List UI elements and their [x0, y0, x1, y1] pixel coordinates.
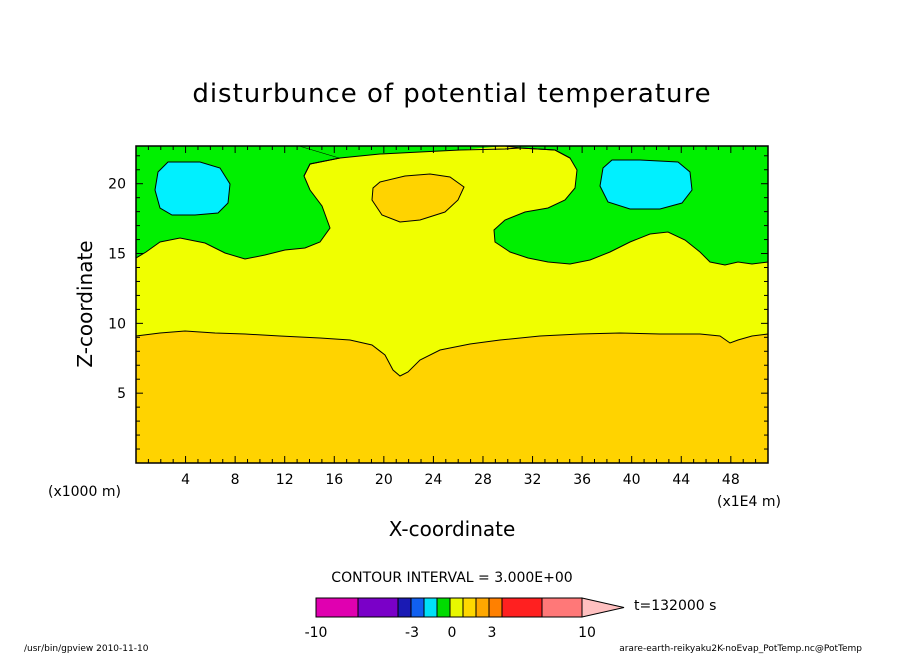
- colorbar-segment: [449, 597, 464, 618]
- colorbar-arrow: [581, 597, 625, 618]
- colorbar-tick-label: 10: [578, 625, 596, 641]
- colorbar-segment: [475, 597, 490, 618]
- x-tick-label: 28: [474, 472, 492, 488]
- colorbar-segment: [436, 597, 451, 618]
- y-axis-label: Z-coordinate: [73, 240, 97, 367]
- y-tick-label: 5: [117, 386, 126, 402]
- y-tick-marks: 5 10 15 20: [108, 155, 768, 450]
- cold-cell-left: [154, 161, 231, 216]
- region-upper-green-top: [300, 146, 505, 158]
- x-tick-label: 48: [722, 472, 740, 488]
- x-tick-label: 24: [424, 472, 442, 488]
- chart-title: disturbunce of potential temperature: [192, 79, 711, 109]
- colorbar-segment: [462, 597, 477, 618]
- x-tick-label: 4: [181, 472, 190, 488]
- plot-frame: [135, 145, 769, 464]
- y-tick-label: 20: [108, 177, 126, 193]
- time-label: t=132000 s: [634, 598, 716, 614]
- colorbar-segment: [423, 597, 438, 618]
- colorbar-segment: [357, 597, 399, 618]
- x-unit-label: (x1000 m): [48, 484, 121, 500]
- x-tick-label: 8: [231, 472, 240, 488]
- x-tick-label: 12: [276, 472, 294, 488]
- colorbar-segment: [541, 597, 583, 618]
- cold-cell-right: [599, 159, 693, 210]
- x-axis-label: X-coordinate: [389, 517, 516, 541]
- colorbar-tick-label: -3: [405, 625, 419, 641]
- colorbar-segment: [397, 597, 412, 618]
- contour-interval-text: CONTOUR INTERVAL = 3.000E+00: [331, 570, 572, 586]
- x-tick-label: 32: [524, 472, 542, 488]
- colorbar-tick-label: 3: [488, 625, 497, 641]
- colorbar-tick-label: -10: [305, 625, 328, 641]
- x-tick-marks: 4 8 12 16 20 24 28 32 36 40 44 48: [147, 146, 757, 488]
- colorbar-tick-label: 0: [448, 625, 457, 641]
- colorbar: -10 -3 0 3 10: [305, 597, 625, 641]
- x-unit-label-right: (x1E4 m): [717, 494, 781, 510]
- footer-right: arare-earth-reikyaku2K-noEvap_PotTemp.nc…: [619, 644, 862, 654]
- y-tick-label: 10: [108, 316, 126, 332]
- x-tick-label: 44: [672, 472, 690, 488]
- colorbar-segment: [488, 597, 503, 618]
- y-tick-label: 15: [108, 247, 126, 263]
- x-tick-label: 40: [623, 472, 641, 488]
- x-tick-label: 36: [573, 472, 591, 488]
- colorbar-segment: [410, 597, 425, 618]
- colorbar-segment: [501, 597, 543, 618]
- x-tick-label: 16: [325, 472, 343, 488]
- colorbar-segment: [315, 597, 359, 618]
- contour-top-line: [303, 147, 571, 177]
- warm-cell-center: [371, 173, 465, 223]
- footer-left: /usr/bin/gpview 2010-11-10: [24, 644, 149, 654]
- x-tick-label: 20: [375, 472, 393, 488]
